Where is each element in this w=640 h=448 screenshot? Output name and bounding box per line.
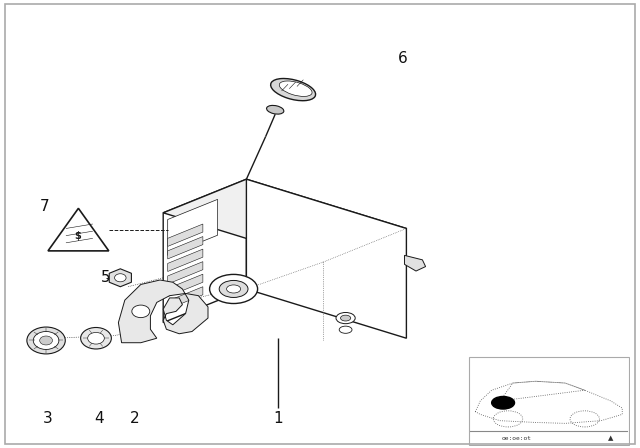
Polygon shape: [118, 280, 208, 343]
Ellipse shape: [271, 78, 316, 101]
Polygon shape: [168, 262, 203, 284]
Polygon shape: [168, 287, 203, 309]
Text: 5: 5: [100, 270, 111, 285]
Polygon shape: [168, 199, 218, 255]
Text: 4: 4: [94, 411, 104, 426]
Circle shape: [27, 327, 65, 354]
Text: $: $: [75, 231, 81, 241]
Ellipse shape: [340, 315, 351, 321]
Polygon shape: [246, 179, 406, 338]
Polygon shape: [163, 179, 246, 323]
Text: 6: 6: [398, 51, 408, 66]
Circle shape: [40, 336, 52, 345]
Polygon shape: [168, 274, 203, 297]
Polygon shape: [48, 208, 109, 251]
Polygon shape: [168, 224, 203, 246]
Circle shape: [132, 305, 150, 318]
Text: 7: 7: [40, 198, 50, 214]
Polygon shape: [404, 255, 426, 271]
Circle shape: [115, 274, 126, 282]
Polygon shape: [168, 249, 203, 271]
Ellipse shape: [227, 285, 241, 293]
Polygon shape: [168, 237, 203, 259]
Ellipse shape: [279, 81, 312, 96]
Ellipse shape: [266, 105, 284, 114]
Polygon shape: [163, 179, 406, 262]
Ellipse shape: [210, 274, 258, 304]
Ellipse shape: [339, 326, 352, 333]
Circle shape: [33, 332, 59, 349]
Text: 3: 3: [43, 411, 53, 426]
Circle shape: [88, 332, 104, 344]
Ellipse shape: [336, 313, 355, 323]
Text: 1: 1: [273, 411, 284, 426]
Circle shape: [81, 327, 111, 349]
Ellipse shape: [219, 280, 248, 297]
Text: 2: 2: [129, 411, 140, 426]
